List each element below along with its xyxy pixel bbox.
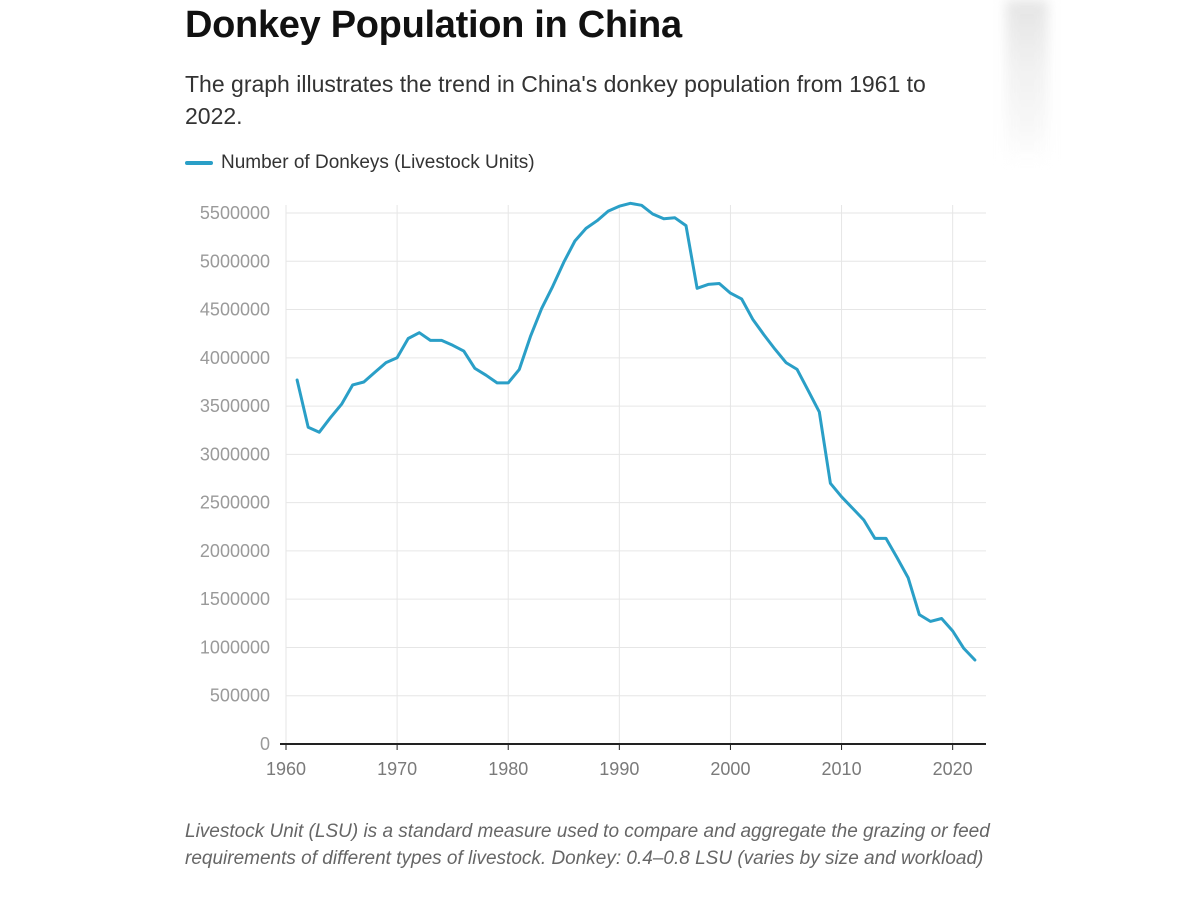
chart-subtitle: The graph illustrates the trend in China… — [185, 71, 926, 129]
y-tick-label: 3000000 — [200, 444, 270, 464]
y-tick-label: 1500000 — [200, 589, 270, 609]
legend-label: Number of Donkeys (Livestock Units) — [221, 152, 535, 173]
y-tick-label: 4000000 — [200, 348, 270, 368]
y-tick-label: 2500000 — [200, 493, 270, 513]
blurred-edge-decoration — [1006, 0, 1048, 165]
x-tick-label: 1990 — [599, 759, 639, 779]
x-tick-label: 1970 — [377, 759, 417, 779]
chart-title: Donkey Population in China — [185, 4, 682, 46]
y-tick-label: 0 — [260, 734, 270, 754]
y-tick-label: 500000 — [210, 686, 270, 706]
line-chart: 0 500000 1000000 1500000 2000000 2500000 30000… — [200, 201, 986, 779]
y-tick-label: 5000000 — [200, 251, 270, 271]
series-layer — [295, 201, 977, 662]
legend: Number of Donkeys (Livestock Units) — [185, 150, 535, 176]
x-tick-label: 2000 — [710, 759, 750, 779]
y-tick-label: 2000000 — [200, 541, 270, 561]
axis-layer — [280, 743, 986, 750]
x-tick-label: 2020 — [933, 759, 973, 779]
x-tick-label: 2010 — [822, 759, 862, 779]
x-tick-label: 1960 — [266, 759, 306, 779]
x-tick-label: 1980 — [488, 759, 528, 779]
y-tick-label: 5500000 — [200, 203, 270, 223]
legend-swatch — [185, 161, 213, 165]
grid-layer — [285, 205, 986, 744]
y-tick-label: 4500000 — [200, 300, 270, 320]
y-tick-label: 1000000 — [200, 637, 270, 657]
footnote: Livestock Unit (LSU) is a standard measu… — [185, 821, 990, 869]
series-line-donkeys — [295, 201, 977, 662]
tick-layer: 0 500000 1000000 1500000 2000000 2500000 30000… — [200, 203, 973, 779]
y-tick-label: 3500000 — [200, 396, 270, 416]
